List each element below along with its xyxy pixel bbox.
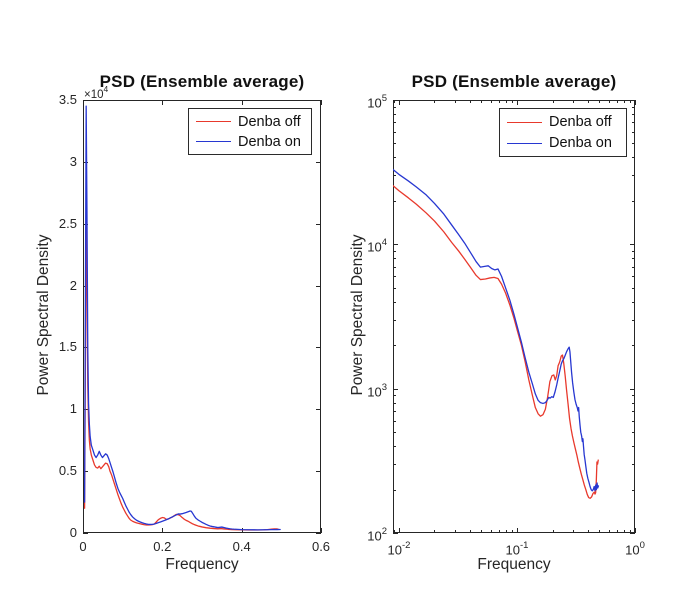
- series-line-denba-on: [83, 105, 281, 531]
- legend-entry-denba-on: Denba on: [507, 133, 619, 153]
- left-x-axis-label: Frequency: [165, 556, 239, 573]
- y-tick-label: 0.5: [58, 463, 77, 479]
- y-tick-label: 1: [69, 401, 77, 417]
- legend-entry-denba-off: Denba off: [507, 112, 619, 132]
- legend-line-sample-blue: [196, 141, 231, 142]
- legend-label: Denba off: [549, 114, 612, 130]
- legend-label: Denba on: [238, 133, 301, 150]
- right-x-axis-label: Frequency: [477, 556, 551, 573]
- legend-label: Denba on: [549, 135, 612, 151]
- legend-line-sample-red: [507, 121, 542, 123]
- multiplier-exponent: 4: [103, 84, 109, 94]
- legend-label: Denba off: [238, 113, 301, 130]
- series-line-denba-on: [393, 168, 600, 492]
- legend-entry-denba-on: Denba on: [196, 132, 304, 151]
- series-line-denba-off: [393, 185, 599, 499]
- left-y-axis-multiplier: ×104: [84, 84, 109, 101]
- right-plot-title: PSD (Ensemble average): [411, 72, 617, 91]
- x-tick-label: 0.2: [153, 539, 172, 554]
- y-tick-label: 1.5: [58, 339, 77, 355]
- y-tick-label: 105: [367, 93, 387, 111]
- plot-box: [393, 100, 635, 533]
- y-tick-label: 2: [69, 277, 77, 293]
- series-line-denba-off: [83, 213, 279, 531]
- left-plot-ticks: [83, 100, 322, 534]
- multiplier-base: ×10: [84, 88, 104, 101]
- plot-box: [83, 100, 321, 533]
- y-tick-label: 2.5: [58, 215, 77, 231]
- y-tick-label: 3: [69, 153, 77, 169]
- x-tick-label: 10-1: [505, 540, 529, 558]
- legend-entry-denba-off: Denba off: [196, 112, 304, 131]
- y-tick-label: 104: [367, 237, 387, 255]
- x-tick-label: 0.6: [311, 539, 331, 554]
- y-tick-label: 3.5: [58, 92, 77, 107]
- right-y-axis-label: Power Spectral Density: [349, 234, 366, 396]
- left-plot-title: PSD (Ensemble average): [99, 72, 305, 91]
- x-tick-label: 0: [79, 539, 87, 554]
- right-plot-ticks: [393, 100, 636, 534]
- x-tick-label: 100: [625, 540, 645, 558]
- y-tick-label: 102: [367, 526, 387, 544]
- right-plot-legend: Denba off Denba on: [499, 108, 627, 157]
- legend-line-sample-blue: [507, 142, 542, 144]
- left-plot-legend: Denba off Denba on: [188, 108, 312, 155]
- y-tick-label: 0: [69, 525, 77, 540]
- y-tick-label: 103: [367, 381, 387, 400]
- x-tick-label: 0.4: [232, 539, 251, 554]
- legend-line-sample-red: [196, 121, 231, 122]
- x-tick-label: 10-2: [387, 540, 411, 558]
